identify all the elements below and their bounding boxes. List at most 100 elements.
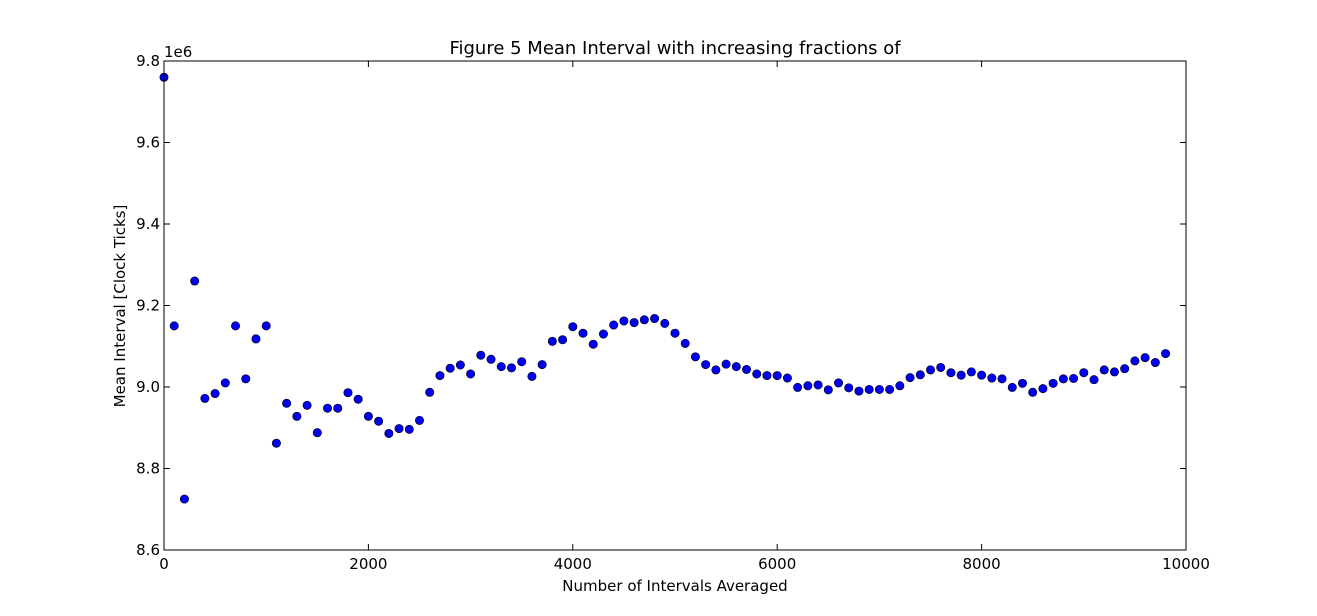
data-point: [885, 384, 895, 394]
y-tick-label: 9.2: [136, 297, 160, 315]
data-point: [1028, 387, 1038, 397]
data-point: [210, 389, 220, 399]
y-tick-label: 9.4: [136, 215, 160, 233]
data-point: [323, 403, 333, 413]
data-point: [711, 365, 721, 375]
data-point: [1150, 358, 1160, 368]
data-point: [1038, 384, 1048, 394]
data-point: [925, 365, 935, 375]
data-point: [1017, 378, 1027, 388]
data-point: [455, 360, 465, 370]
data-point: [680, 338, 690, 348]
data-point: [292, 411, 302, 421]
data-point: [363, 411, 373, 421]
data-point: [588, 339, 598, 349]
data-point: [537, 360, 547, 370]
y-tick-label: 8.6: [136, 541, 160, 559]
data-point: [506, 363, 516, 373]
data-point: [1109, 367, 1119, 377]
data-point: [782, 373, 792, 383]
y-tick-label: 9.6: [136, 134, 160, 152]
data-point: [261, 321, 271, 331]
axis-ticks: 0 2000 4000 6000 8000 10000 8.6 8.8 9.0 9.2 9.4 9.6…: [136, 52, 1210, 573]
data-point: [1120, 364, 1130, 374]
data-point: [823, 385, 833, 395]
data-point: [558, 335, 568, 345]
data-point: [220, 378, 230, 388]
data-point: [1048, 378, 1058, 388]
x-tick-label: 6000: [758, 555, 796, 573]
data-point: [251, 334, 261, 344]
data-point: [527, 371, 537, 381]
data-point: [1079, 368, 1089, 378]
data-point: [414, 415, 424, 425]
data-point: [915, 370, 925, 380]
data-point: [394, 424, 404, 434]
data-point: [404, 424, 414, 434]
data-point: [731, 362, 741, 372]
data-point: [1089, 375, 1099, 385]
data-point: [466, 369, 476, 379]
data-point: [956, 370, 966, 380]
data-point: [660, 318, 670, 328]
data-point: [333, 403, 343, 413]
data-point: [864, 384, 874, 394]
data-point: [905, 373, 915, 383]
data-point: [987, 373, 997, 383]
data-point: [445, 363, 455, 373]
data-point: [977, 370, 987, 380]
data-point: [179, 494, 189, 504]
data-point: [282, 398, 292, 408]
data-point: [803, 381, 813, 391]
data-point: [629, 318, 639, 328]
data-point: [721, 359, 731, 369]
data-point: [200, 393, 210, 403]
data-point: [517, 357, 527, 367]
data-point: [1099, 365, 1109, 375]
x-tick-label: 8000: [963, 555, 1001, 573]
data-point: [1140, 353, 1150, 363]
data-point: [895, 381, 905, 391]
data-point: [476, 350, 486, 360]
data-point: [374, 416, 384, 426]
data-point: [353, 394, 363, 404]
x-tick-label: 10000: [1162, 555, 1210, 573]
data-point: [752, 369, 762, 379]
x-tick-label: 4000: [554, 555, 592, 573]
data-point: [650, 314, 660, 324]
data-point: [568, 322, 578, 332]
data-point: [690, 352, 700, 362]
data-point: [547, 336, 557, 346]
data-point: [578, 328, 588, 338]
data-point: [762, 371, 772, 381]
data-point: [742, 364, 752, 374]
y-axis-label: Mean Interval [Clock Ticks]: [111, 205, 129, 408]
data-point: [343, 388, 353, 398]
data-point: [997, 374, 1007, 384]
data-point: [670, 328, 680, 338]
data-point: [302, 400, 312, 410]
data-point: [241, 374, 251, 384]
plot-frame: [163, 60, 1187, 551]
y-axis-offset-label: 1e6: [164, 43, 192, 61]
data-point: [486, 354, 496, 364]
data-point: [609, 320, 619, 330]
data-point: [772, 371, 782, 381]
data-point: [793, 382, 803, 392]
data-point: [1130, 356, 1140, 366]
x-axis-label: Number of Intervals Averaged: [562, 577, 787, 595]
x-tick-label: 0: [159, 555, 169, 573]
y-tick-label: 8.8: [136, 460, 160, 478]
x-tick-label: 2000: [349, 555, 387, 573]
data-point: [1161, 349, 1171, 359]
data-point: [966, 367, 976, 377]
data-point: [834, 378, 844, 388]
data-point: [425, 387, 435, 397]
data-point: [598, 329, 608, 339]
data-point: [946, 368, 956, 378]
data-point: [936, 362, 946, 372]
data-point: [701, 360, 711, 370]
data-point: [874, 384, 884, 394]
